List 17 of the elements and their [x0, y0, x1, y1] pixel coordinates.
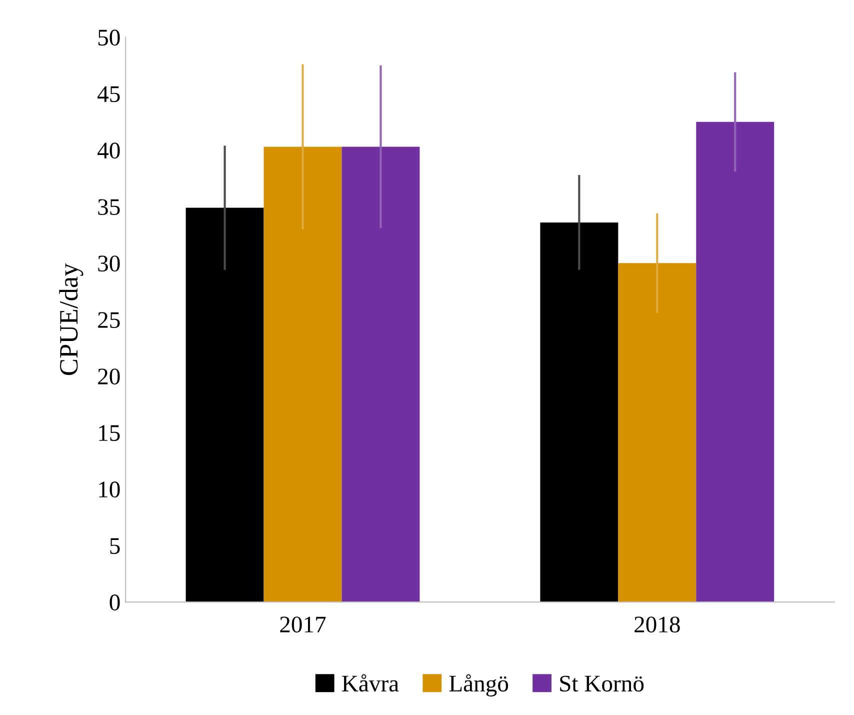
y-tick-label: 25	[98, 312, 120, 328]
y-tick-label: 15	[99, 425, 120, 441]
y-tick-label: 35	[98, 199, 120, 216]
legend-label: St Kornö	[560, 676, 644, 692]
y-tick-label: 30	[98, 256, 120, 272]
y-tick-label: 20	[98, 368, 120, 385]
legend-label: Långö	[449, 674, 508, 696]
y-tick-label: 40	[98, 142, 120, 159]
y-tick-label: 50	[98, 30, 120, 46]
y-tick-label: 0	[110, 594, 120, 610]
y-tick-label: 45	[98, 86, 120, 102]
y-tick-label: 5	[110, 538, 120, 554]
x-tick-label: 2018	[634, 616, 680, 633]
x-tick-label: 2017	[280, 616, 326, 633]
y-axis-title: CPUE/day	[59, 263, 84, 375]
y-tick-label: 10	[99, 482, 120, 498]
legend-label: Kåvra	[342, 674, 399, 692]
